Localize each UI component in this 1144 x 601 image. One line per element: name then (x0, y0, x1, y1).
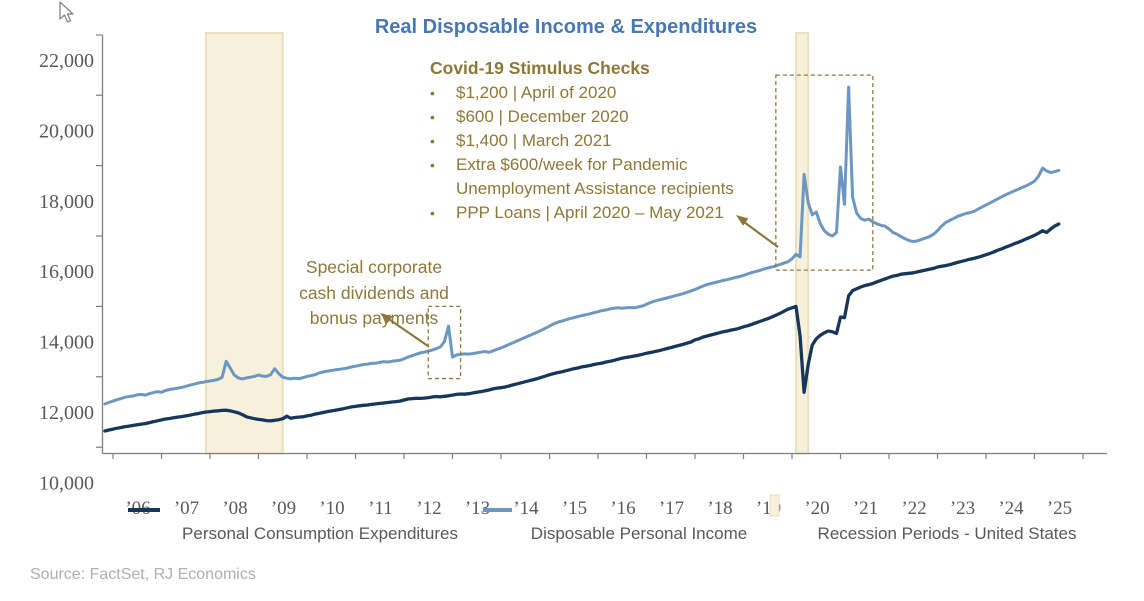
y-tick-label: 18,000 (39, 191, 94, 213)
highlight-box (775, 74, 874, 271)
dividends-annotation: Special corporate cash dividends and bon… (286, 255, 462, 332)
bullet-icon: • (430, 85, 435, 101)
x-tick-label: ’08 (222, 498, 247, 519)
bullet-icon: • (430, 133, 435, 149)
dividends-annotation-line: Special corporate (305, 257, 443, 277)
x-tick-label: ’12 (416, 498, 441, 519)
covid-annotation-header: Covid-19 Stimulus Checks (430, 58, 650, 78)
covid-bullet-item: • Extra $600/week for Pandemic Unemploym… (430, 153, 760, 201)
x-tick-label: ’07 (174, 498, 199, 519)
x-tick-label: ’23 (950, 498, 975, 519)
dividends-arrow-head (380, 313, 393, 324)
covid-arrow-head (736, 215, 749, 226)
bullet-icon: • (430, 205, 435, 221)
y-tick-label: 10,000 (39, 472, 94, 494)
x-tick-label: ’20 (804, 498, 829, 519)
covid-bullet-item: • PPP Loans | April 2020 – May 2021 (430, 201, 760, 225)
covid-bullet-item: • $1,200 | April of 2020 (430, 81, 760, 105)
dpi-series-line (103, 85, 1061, 406)
bullet-icon: • (430, 157, 435, 173)
covid-bullet-item: • $600 | December 2020 (430, 105, 760, 129)
covid-annotation: Covid-19 Stimulus Checks • $1,200 | Apri… (430, 57, 760, 225)
x-tick-label: ’11 (368, 498, 393, 519)
y-tick-label: 16,000 (39, 261, 94, 283)
dividends-annotation-line: bonus payments (309, 308, 439, 328)
legend-label-pce: Personal Consumption Expenditures (182, 524, 458, 543)
legend-label-dpi: Disposable Personal Income (530, 524, 748, 543)
x-tick-label: ’10 (319, 498, 344, 519)
y-tick-label: 14,000 (39, 332, 94, 354)
pce-series-line (103, 222, 1061, 433)
legend-label-recession: Recession Periods - United States (817, 524, 1077, 543)
covid-arrow-line (743, 221, 779, 248)
y-tick-label: 12,000 (39, 402, 94, 424)
covid-bullet-item: • $1,400 | March 2021 (430, 129, 760, 153)
recession-band (204, 32, 284, 455)
dividends-arrow-line (387, 317, 429, 347)
chart-title: Real Disposable Income & Expenditures (374, 16, 758, 38)
covid-bullet-list: • $1,200 | April of 2020 • $600 | Decemb… (430, 81, 760, 225)
x-tick-label: ’18 (707, 498, 732, 519)
y-tick-label: 20,000 (39, 120, 94, 142)
dividends-annotation-line: cash dividends and (299, 282, 449, 303)
y-tick-label: 22,000 (39, 50, 94, 72)
x-tick-label: ’21 (853, 498, 878, 519)
x-tick-label: ’13 (465, 498, 490, 519)
highlight-box (427, 305, 462, 380)
x-tick-label: ’22 (901, 498, 926, 519)
source-attribution: Source: FactSet, RJ Economics (30, 566, 256, 583)
x-tick-label: ’17 (659, 498, 684, 519)
legend-box-swatch-recession (769, 494, 780, 517)
x-tick-label: ’24 (998, 498, 1024, 519)
x-tick-label: ’09 (271, 498, 296, 519)
x-tick-label: ’16 (610, 498, 635, 519)
x-tick-label: ’15 (562, 498, 587, 519)
x-tick-label: ’25 (1047, 498, 1072, 519)
x-tick-label: ’14 (513, 498, 539, 519)
bullet-icon: • (430, 109, 435, 125)
